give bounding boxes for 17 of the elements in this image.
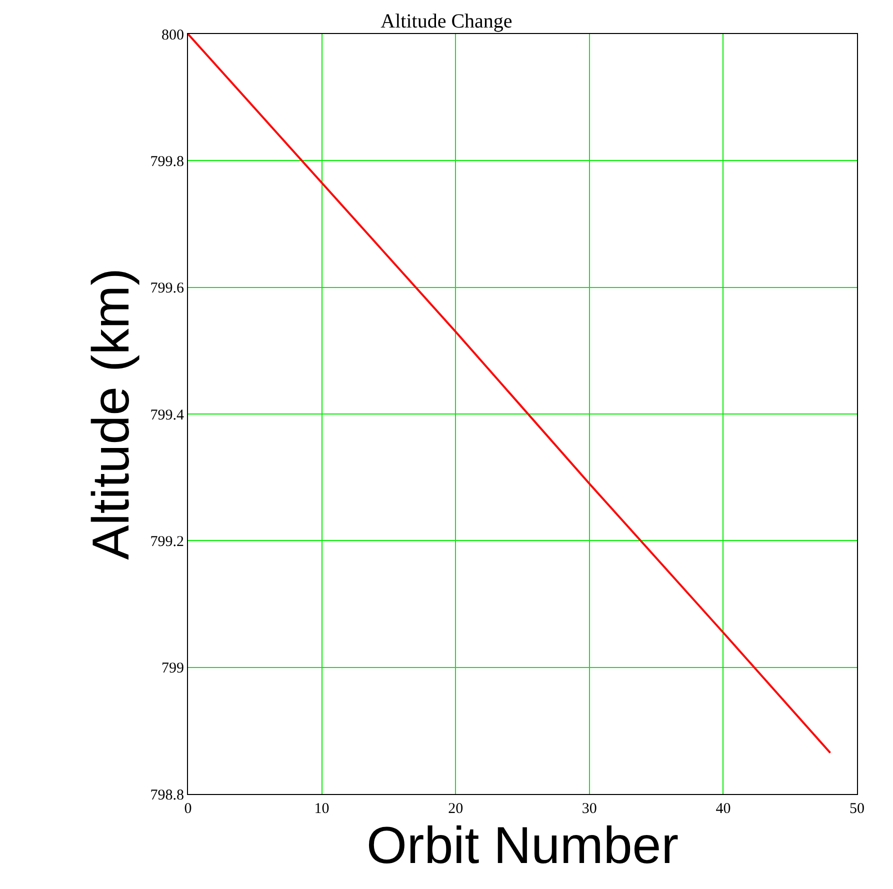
x-tick-label: 40: [716, 801, 731, 817]
x-axis-title: Orbit Number: [366, 817, 679, 875]
x-tick-label: 50: [850, 801, 864, 817]
y-tick-label: 798.8: [150, 787, 184, 804]
line-series: [188, 34, 832, 754]
chart-title: Altitude Change: [380, 10, 512, 32]
x-tick-label: 0: [184, 801, 192, 817]
y-axis-title: Altitude (km): [82, 268, 141, 560]
x-tick-label: 20: [448, 801, 464, 817]
y-tick-label: 800: [162, 27, 184, 44]
y-tick-label: 799.4: [150, 407, 184, 424]
y-tick-label: 799.2: [150, 534, 184, 550]
x-tick-label: 10: [314, 801, 330, 817]
y-tick-label: 799.8: [150, 154, 184, 170]
x-tick-label: 30: [582, 801, 597, 817]
y-tick-label: 799: [162, 660, 184, 677]
y-tick-label: 799.6: [150, 280, 184, 297]
